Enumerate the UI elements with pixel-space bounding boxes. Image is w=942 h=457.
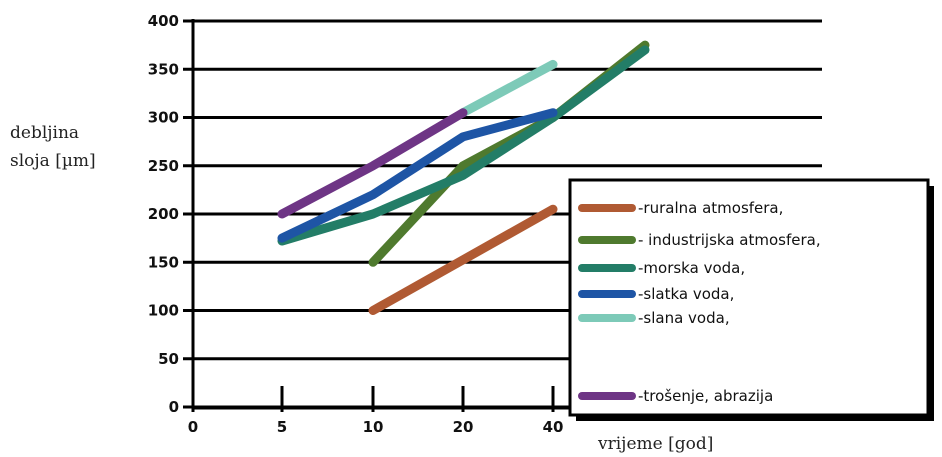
y-tick-label-200: 200 bbox=[148, 205, 179, 223]
y-tick-label-350: 350 bbox=[148, 60, 179, 78]
x-tick-label-10: 10 bbox=[363, 418, 384, 436]
x-tick-labels: 0 5 10 20 40 bbox=[188, 386, 564, 436]
legend-label-1: -ruralna atmosfera, bbox=[638, 199, 783, 217]
y-tick-label-150: 150 bbox=[148, 253, 179, 271]
x-tick-label-0: 0 bbox=[188, 418, 198, 436]
x-tick-label-5: 5 bbox=[277, 418, 287, 436]
legend-label-4: -slatka voda, bbox=[638, 285, 734, 303]
gridlines bbox=[183, 19, 822, 409]
x-tick-label-40: 40 bbox=[543, 418, 564, 436]
legend-label-5: -slana voda, bbox=[638, 309, 730, 327]
y-tick-label-400: 400 bbox=[148, 12, 179, 30]
legend-label-3: -morska voda, bbox=[638, 259, 745, 277]
y-tick-label-0: 0 bbox=[169, 398, 179, 416]
series-line-4 bbox=[277, 108, 558, 243]
series-line-3 bbox=[277, 45, 650, 246]
legend: -ruralna atmosfera, - industrijska atmosf… bbox=[568, 178, 934, 421]
x-axis-label: vrijeme [god] bbox=[597, 434, 713, 454]
series-line-5 bbox=[458, 59, 558, 118]
x-tick-label-20: 20 bbox=[453, 418, 474, 436]
y-axis-label-line1: debljina bbox=[10, 123, 79, 143]
y-axis-label-line2: sloja [µm] bbox=[10, 151, 96, 171]
y-tick-label-100: 100 bbox=[148, 302, 179, 320]
y-tick-label-50: 50 bbox=[158, 350, 179, 368]
y-tick-label-300: 300 bbox=[148, 109, 179, 127]
legend-label-6: -trošenje, abrazija bbox=[638, 387, 773, 405]
y-tick-label-250: 250 bbox=[148, 157, 179, 175]
series-line-1 bbox=[368, 204, 558, 315]
y-tick-labels: 0 50 100 150 200 250 300 350 400 bbox=[148, 12, 179, 416]
series-lines bbox=[277, 40, 650, 315]
series-line-6 bbox=[277, 108, 468, 219]
axes bbox=[191, 19, 570, 410]
legend-label-2: - industrijska atmosfera, bbox=[638, 231, 821, 249]
